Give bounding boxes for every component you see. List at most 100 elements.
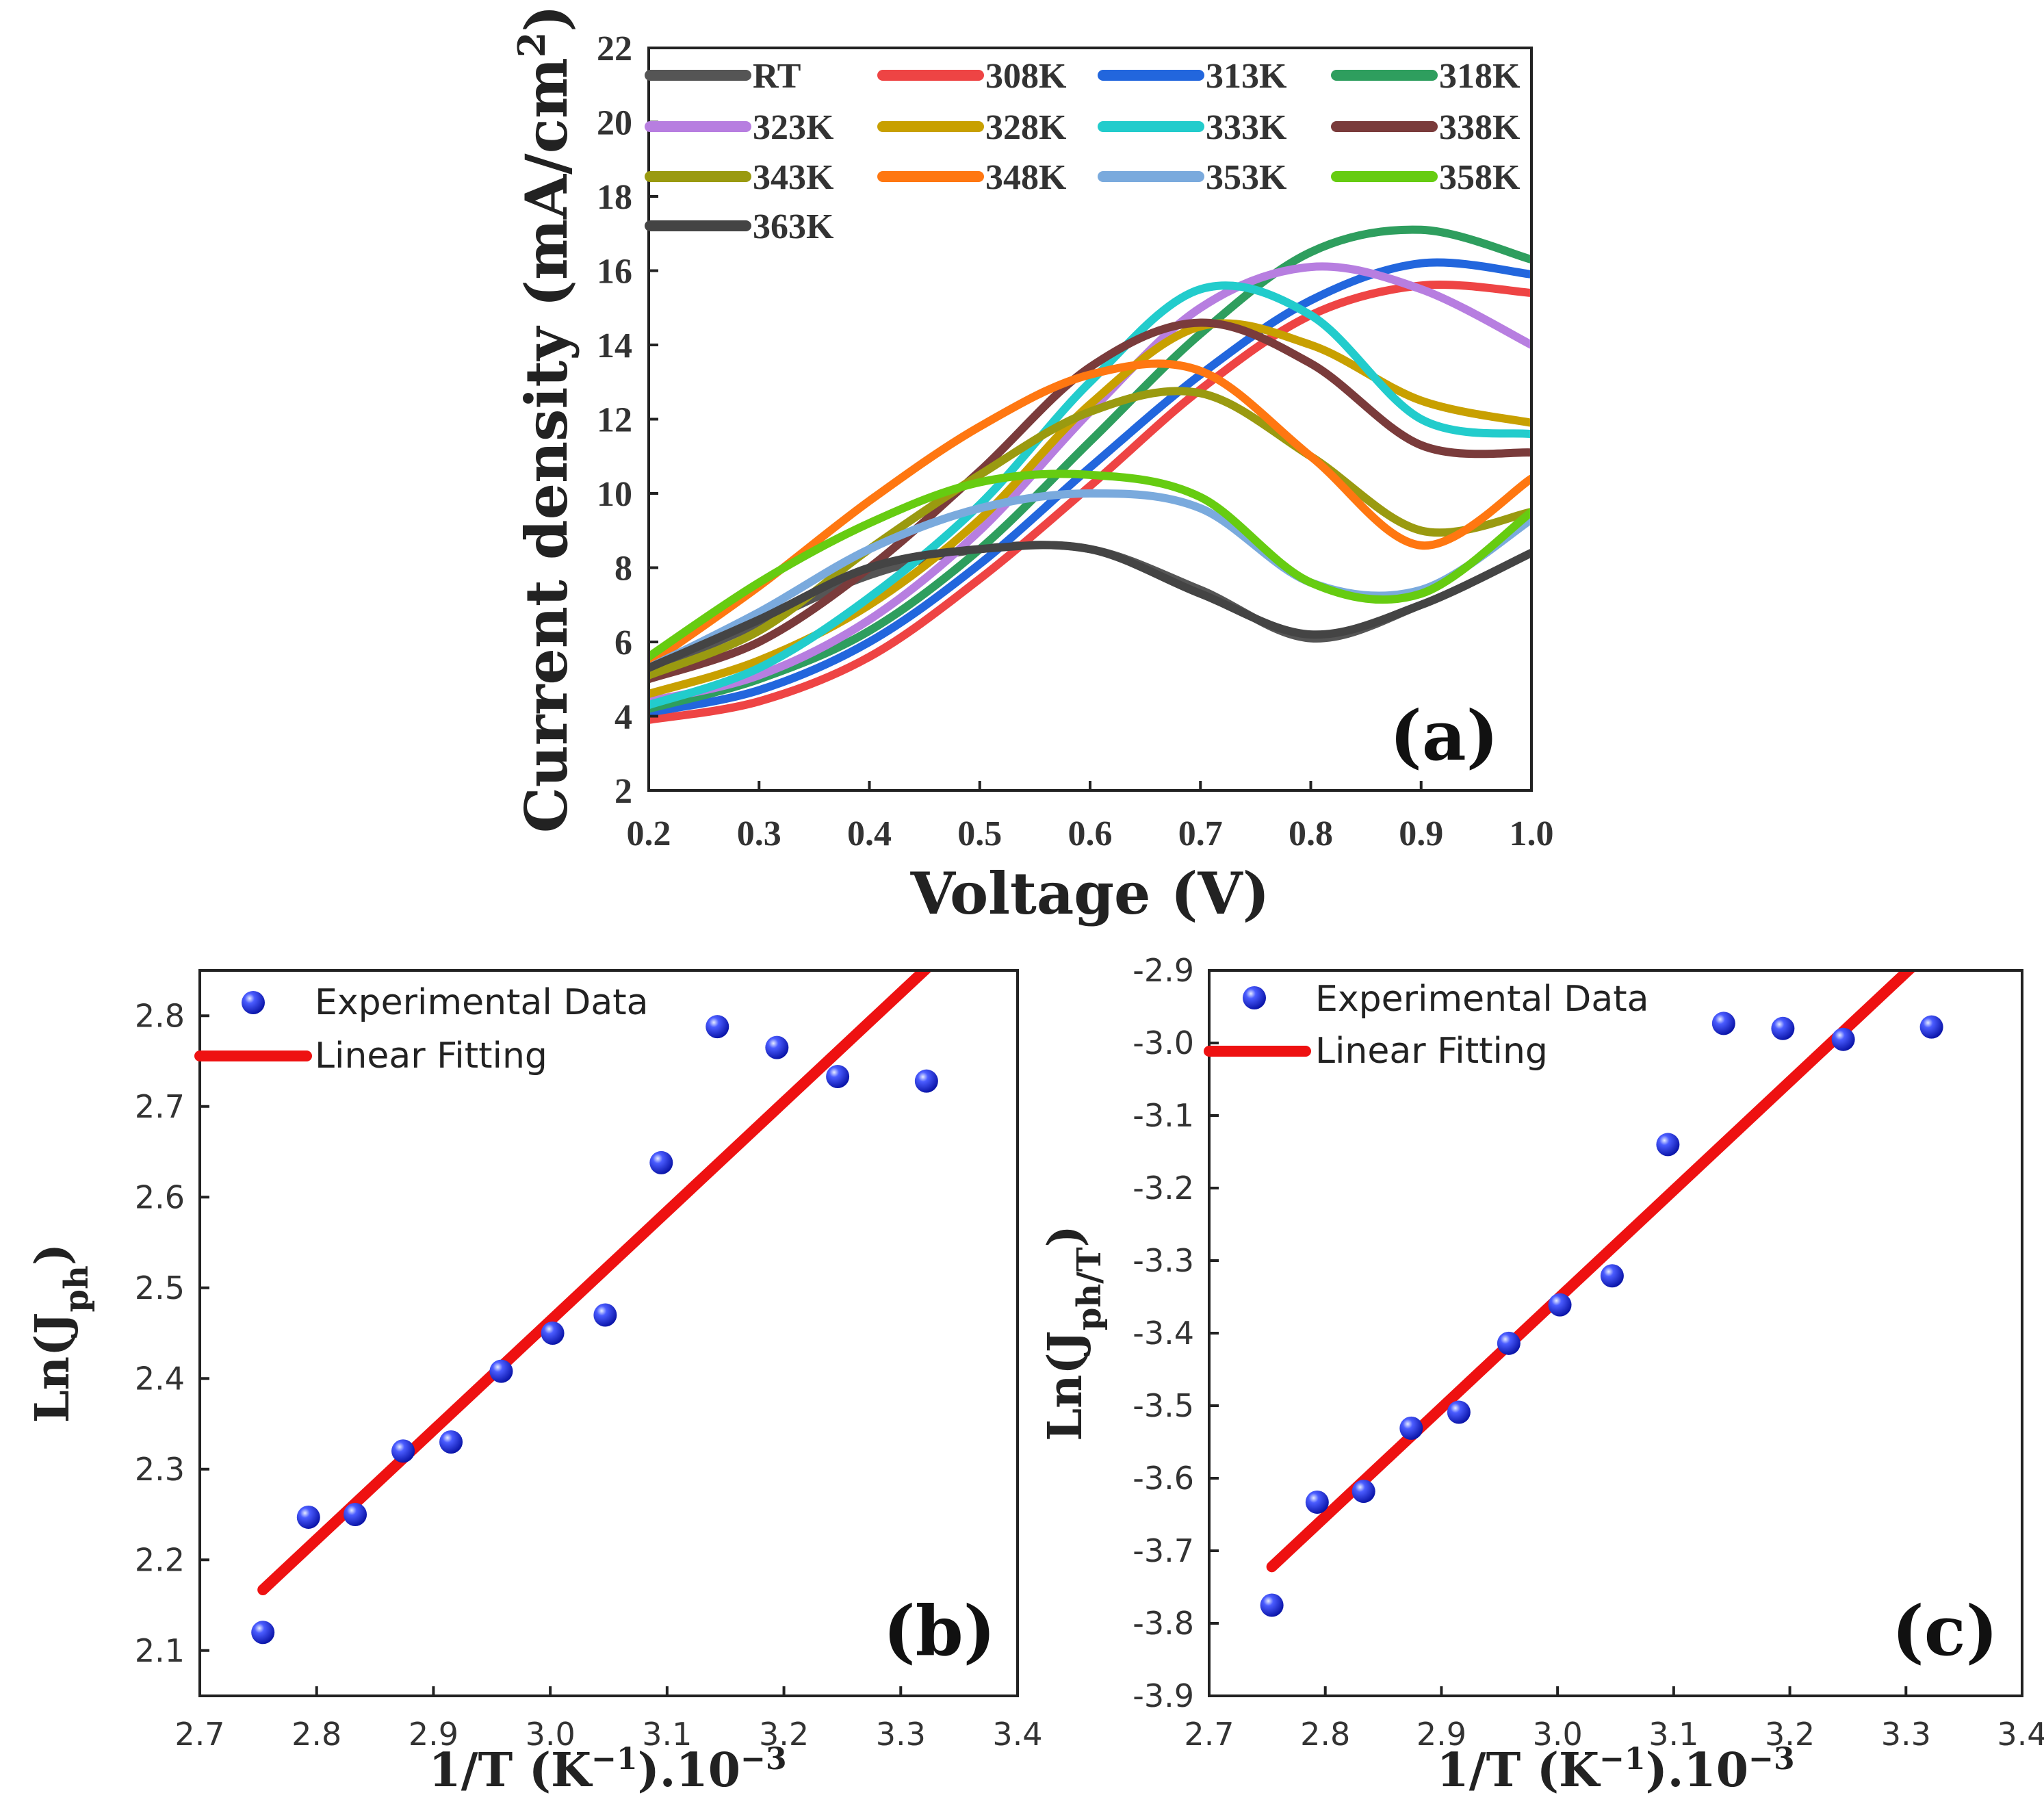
y-tick-label: 2.1	[135, 1632, 185, 1669]
x-tick-label: 0.4	[847, 814, 892, 853]
panel-c-data-point	[1305, 1490, 1329, 1514]
series-line-363K	[649, 541, 1531, 672]
y-tick-label: -3.0	[1133, 1025, 1194, 1061]
panel-b-fit-line	[257, 970, 932, 1595]
x-tick-label: 3.4	[992, 1716, 1042, 1753]
panel-b-data-point	[344, 1503, 367, 1526]
panel-b-label: (b)	[883, 1590, 996, 1671]
legend-label-RT: RT	[753, 57, 801, 96]
x-tick-label: 2.7	[174, 1716, 224, 1753]
panel-b-ylabel: Ln(Jph)	[25, 1243, 96, 1423]
x-tick-label: 3.3	[1881, 1716, 1931, 1753]
x-tick-label: 0.3	[737, 814, 781, 853]
legend-line-label: Linear Fitting	[1315, 1031, 1548, 1072]
panel-c-data-point	[1656, 1133, 1680, 1157]
panel-b-frame	[198, 969, 1019, 1697]
panel-b-data-point	[914, 1069, 938, 1093]
x-tick-label: 0.2	[627, 814, 671, 853]
y-tick-label: -3.6	[1133, 1460, 1194, 1497]
x-tick-label: 3.3	[876, 1716, 926, 1753]
x-tick-label: 3.2	[759, 1716, 809, 1753]
panel-c-xlabel: 1/T (K−1).10−3	[1436, 1742, 1794, 1799]
y-tick-label: -3.3	[1133, 1242, 1194, 1279]
panel-b-ticks: 2.7 2.8 2.9 3.0 3.1 3.2 3.3 3.4 2.1 2.2 2.3 2.4 2.5 2…	[135, 997, 1043, 1753]
y-tick-label: 4	[615, 698, 632, 737]
series-line-308K	[649, 280, 1531, 724]
y-tick-label: 2.2	[135, 1541, 185, 1578]
x-tick-label: 3.1	[1648, 1716, 1698, 1753]
legend-label-308K: 308K	[985, 57, 1067, 96]
y-tick-label: 20	[597, 104, 632, 143]
panel-c-data-point	[1771, 1016, 1795, 1040]
legend-label-358K: 358K	[1439, 158, 1521, 197]
y-tick-label: 2.7	[135, 1088, 185, 1125]
panel-c-data-point	[1399, 1416, 1423, 1440]
x-tick-label: 3.0	[526, 1716, 575, 1753]
y-tick-label: 2.4	[135, 1360, 185, 1397]
panel-b: 2.7 2.8 2.9 3.0 3.1 3.2 3.3 3.4 2.1 2.2 2.3 2.4 2.5 2…	[25, 969, 1043, 1799]
panel-b-xlabel: 1/T (K−1).10−3	[428, 1742, 786, 1799]
panel-b-data-point	[649, 1150, 673, 1174]
legend-scatter-label: Experimental Data	[315, 982, 648, 1023]
x-tick-label: 0.7	[1178, 814, 1223, 853]
y-tick-label: -3.7	[1133, 1532, 1194, 1569]
x-tick-label: 2.9	[1416, 1716, 1466, 1753]
panel-c-data-point	[1831, 1027, 1855, 1051]
panel-c-ticks: 2.7 2.8 2.9 3.0 3.1 3.2 3.3 3.4 -2.9 -3.0 -3.1 -3.2…	[1133, 952, 2044, 1753]
y-tick-label: 2	[615, 772, 632, 811]
panel-c-ylabel: Ln(Jph/T)	[1038, 1225, 1109, 1441]
panel-c-plot	[1260, 970, 1943, 1617]
x-tick-label: 3.0	[1533, 1716, 1583, 1753]
panel-a: 0.2 0.3 0.4 0.5 0.6 0.7 0.8 0.9 1.0 2 4 6 8 10 12 14 16 1…	[510, 5, 1554, 927]
panel-a-series	[649, 225, 1531, 724]
x-tick-label: 3.1	[642, 1716, 692, 1753]
y-tick-label: -3.2	[1133, 1170, 1194, 1207]
x-tick-label: 0.8	[1289, 814, 1333, 853]
panel-a-legend: RT 308K 313K 318K 323K 328K 333K 338K 343K 348K 35…	[645, 57, 1521, 246]
legend-scatter-marker	[1243, 986, 1266, 1009]
y-tick-label: 2.6	[135, 1178, 185, 1215]
y-tick-label: 2.5	[135, 1270, 185, 1306]
series-line-358K	[649, 469, 1531, 661]
x-tick-label: 3.4	[1997, 1716, 2044, 1753]
panel-b-legend: Experimental Data Linear Fitting	[194, 982, 648, 1077]
y-tick-label: 6	[615, 623, 632, 662]
panel-c: 2.7 2.8 2.9 3.0 3.1 3.2 3.3 3.4 -2.9 -3.0 -3.1 -3.2…	[1038, 952, 2044, 1799]
panel-c-data-point	[1351, 1480, 1375, 1504]
x-tick-label: 2.8	[292, 1716, 341, 1753]
y-tick-label: 10	[597, 475, 632, 514]
panel-b-data-point	[489, 1359, 513, 1383]
panel-b-data-point	[593, 1303, 617, 1327]
y-tick-label: 18	[597, 178, 632, 217]
panel-c-fit-line	[1266, 970, 1917, 1573]
panel-c-data-point	[1600, 1264, 1624, 1288]
legend-label-323K: 323K	[753, 108, 834, 147]
panel-c-label: (c)	[1891, 1590, 1998, 1671]
panel-b-data-point	[251, 1621, 275, 1645]
y-tick-label: -3.8	[1133, 1605, 1194, 1642]
x-tick-label: 0.5	[957, 814, 1002, 853]
y-tick-label: 22	[597, 29, 632, 68]
y-tick-label: 2.3	[135, 1451, 185, 1488]
legend-label-343K: 343K	[753, 158, 834, 197]
panel-b-data-point	[439, 1430, 463, 1454]
x-tick-label: 2.7	[1184, 1716, 1234, 1753]
legend-label-333K: 333K	[1206, 108, 1287, 147]
y-tick-label: -3.5	[1133, 1387, 1194, 1424]
x-tick-label: 2.8	[1300, 1716, 1350, 1753]
y-tick-label: 12	[597, 401, 632, 440]
legend-label-328K: 328K	[985, 108, 1067, 147]
panel-b-data-point	[765, 1035, 789, 1059]
y-tick-label: 8	[615, 550, 632, 589]
panel-a-ylabel: Current density (mA/cm2)	[510, 5, 580, 833]
panel-b-data-point	[706, 1015, 729, 1039]
legend-line-label: Linear Fitting	[315, 1035, 547, 1077]
legend-label-348K: 348K	[985, 158, 1067, 197]
legend-scatter-label: Experimental Data	[1315, 979, 1648, 1020]
panel-c-data-point	[1260, 1593, 1284, 1617]
x-tick-label: 0.9	[1399, 814, 1443, 853]
panel-c-frame	[1208, 969, 2023, 1697]
legend-label-353K: 353K	[1206, 158, 1287, 197]
x-tick-label: 1.0	[1510, 814, 1554, 853]
y-tick-label: -3.9	[1133, 1677, 1194, 1714]
